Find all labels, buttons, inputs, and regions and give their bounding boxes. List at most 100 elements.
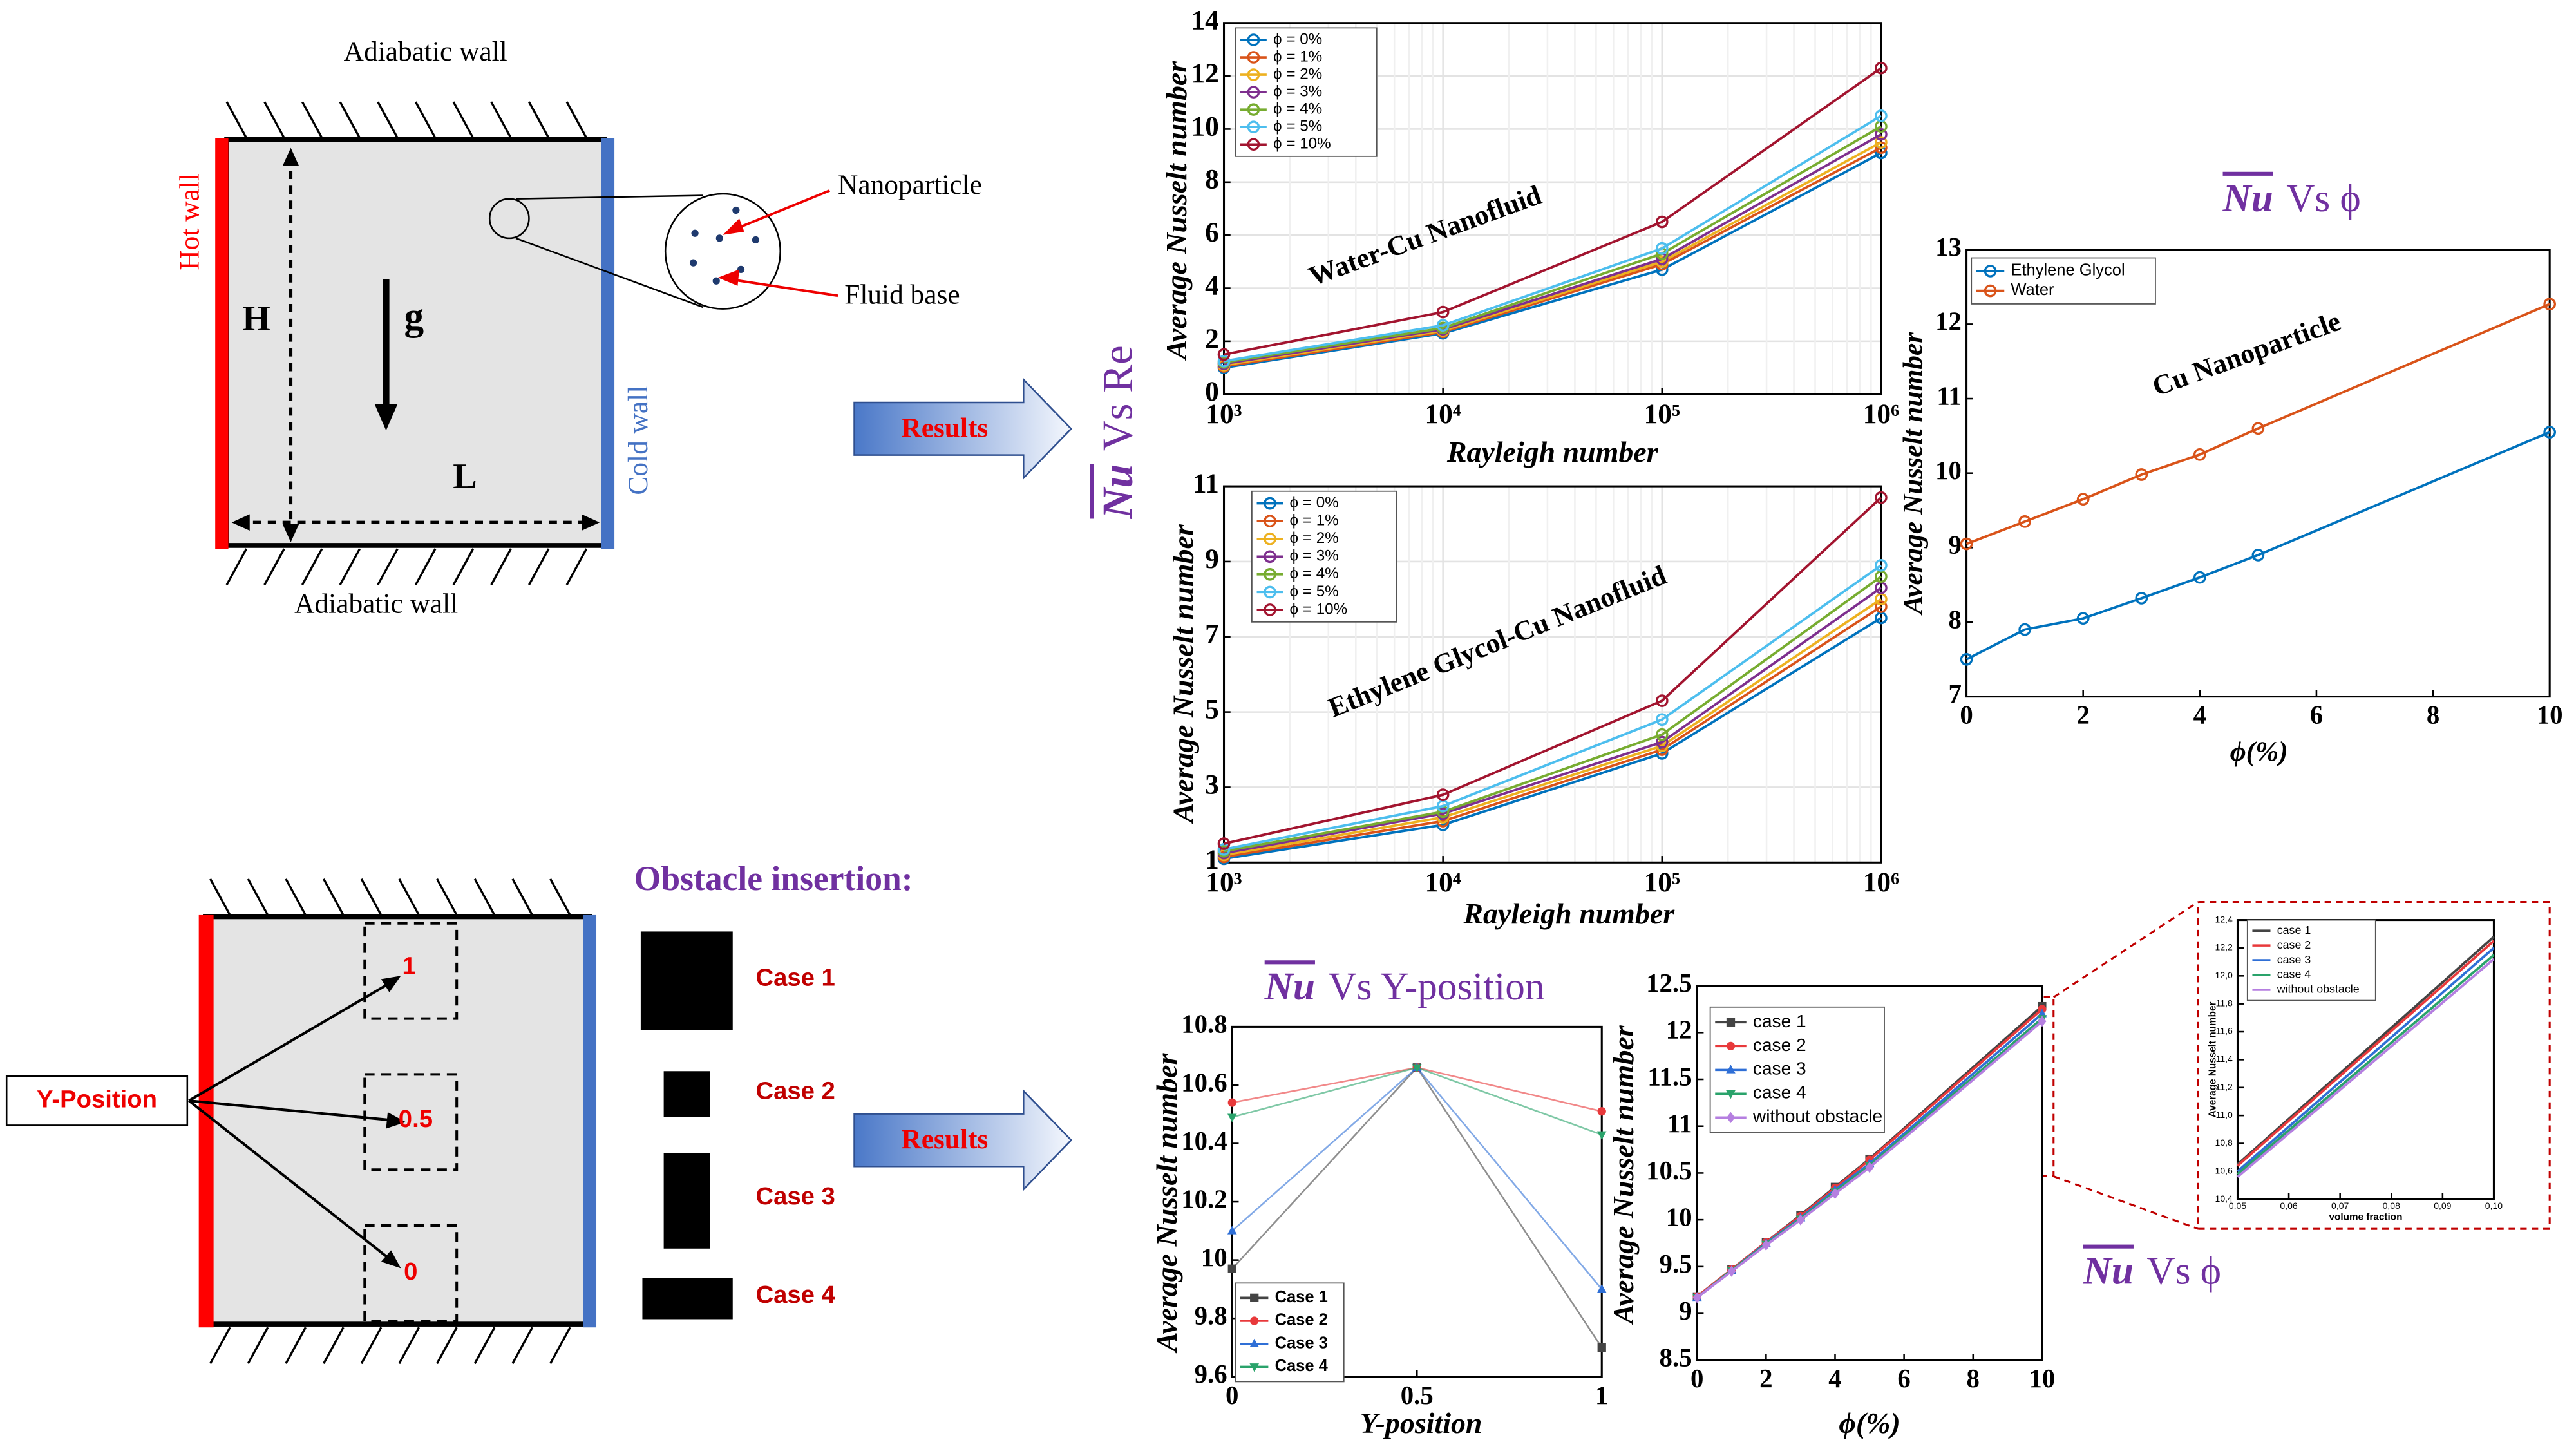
y-tick-label: 0 xyxy=(1205,376,1219,407)
hatch-line xyxy=(285,878,307,916)
marker xyxy=(1264,550,1276,564)
results-arrow xyxy=(853,1088,1073,1192)
hatch-line xyxy=(565,101,588,139)
legend-label: ϕ = 0% xyxy=(1290,494,1339,511)
marker xyxy=(1597,1107,1606,1116)
y-tick-label: 11,8 xyxy=(2216,998,2233,1008)
y-position-label: Y-Position xyxy=(37,1085,157,1113)
plot-frame xyxy=(1696,985,2043,1361)
legend-label: ϕ = 4% xyxy=(1273,100,1322,118)
marker xyxy=(1247,86,1260,99)
x-axis-label: Y-position xyxy=(1360,1406,1482,1439)
marker xyxy=(1247,103,1260,116)
y-tick-label: 10,8 xyxy=(2215,1137,2233,1148)
marker xyxy=(1264,585,1276,599)
y-tick-label: 10.8 xyxy=(1181,1010,1227,1039)
marker xyxy=(1984,265,1997,278)
wall-label: Adiabatic wall xyxy=(294,588,458,619)
hatch-line xyxy=(452,548,475,585)
legend-label: ϕ = 3% xyxy=(1290,547,1339,565)
y-tick-label: 9 xyxy=(1949,531,1962,560)
y-tick-label: 5 xyxy=(1205,694,1219,725)
marker xyxy=(1726,1018,1736,1027)
case-label: Case 2 xyxy=(755,1077,835,1105)
legend-label: ϕ = 1% xyxy=(1290,512,1339,529)
y-tick-label: 9.6 xyxy=(1195,1359,1227,1388)
x-axis-label: ϕ(%) xyxy=(2230,736,2288,767)
marker xyxy=(1250,1316,1259,1325)
chart: 10,4 10,6 10,8 11,0 11,2 11,4 11,6 11,8 12,0 12,2… xyxy=(2207,914,2503,1222)
hatch-line xyxy=(323,1327,345,1365)
y-tick-label: 4 xyxy=(1205,270,1219,301)
series-line xyxy=(1224,125,1882,364)
x-tick-label: 1 xyxy=(1595,1381,1608,1410)
x-tick-label: 0,06 xyxy=(2280,1200,2297,1211)
marker xyxy=(1984,284,1997,298)
hatch-line xyxy=(452,101,475,139)
x-tick-label: 10 xyxy=(2029,1364,2056,1393)
marker xyxy=(1655,242,1669,255)
marker xyxy=(2193,571,2206,584)
series-line xyxy=(1224,564,1882,851)
marker xyxy=(1247,120,1260,133)
y-tick-label: 10 xyxy=(1935,456,1962,485)
marker xyxy=(1655,728,1669,741)
x-tick-label: 10⁶ xyxy=(1863,399,1899,430)
y-tick-label: 11.5 xyxy=(1647,1062,1692,1091)
marker xyxy=(2135,592,2148,605)
marker xyxy=(1596,1131,1607,1140)
y-tick-label: 10 xyxy=(1666,1202,1692,1231)
marker xyxy=(2251,422,2265,435)
marker xyxy=(1436,305,1450,319)
x-tick-label: 10⁵ xyxy=(1644,399,1680,430)
plot-frame xyxy=(1222,485,1882,864)
hatch-line xyxy=(511,878,533,916)
legend-label: Case 4 xyxy=(1275,1357,1329,1375)
title-text: Vs Y-position xyxy=(1328,965,1544,1009)
y-tick-label: 3 xyxy=(1205,769,1219,800)
x-tick-label: 4 xyxy=(2193,701,2206,730)
series-line xyxy=(1224,616,1882,860)
marker xyxy=(2543,298,2557,310)
marker xyxy=(1227,1226,1237,1235)
y-axis-label: Average Nusselt number xyxy=(2207,1002,2218,1118)
x-tick-label: 8 xyxy=(2427,701,2439,730)
marker xyxy=(1247,51,1260,64)
marker xyxy=(1217,348,1231,361)
chart: 0 2 4 6 8 10 12 14 10³ 10⁴ 10⁵ 10⁶ ϕ = 0%ϕ = 1%ϕ = 2… xyxy=(1160,5,1899,468)
series-line xyxy=(1224,575,1882,853)
y-tick-label: 10.5 xyxy=(1646,1156,1692,1185)
x-tick-label: 10 xyxy=(2537,701,2563,730)
series-line xyxy=(1224,497,1882,845)
legend-label: Water xyxy=(2011,281,2054,299)
marker xyxy=(2076,493,2090,506)
marker xyxy=(2543,426,2557,439)
chart-title: Nu Vs ϕ xyxy=(2083,1249,2221,1293)
hatch-line xyxy=(339,101,361,139)
series-line xyxy=(2237,958,2495,1179)
marker xyxy=(1875,136,1888,149)
series-line xyxy=(1224,151,1882,369)
chart-title: Nu Vs Y-position xyxy=(1264,965,1545,1009)
hatch-line xyxy=(209,878,231,916)
series-line xyxy=(1965,303,2550,545)
plot-frame xyxy=(1222,22,1882,395)
cavity-top xyxy=(215,137,838,549)
y-tick-label: 10,4 xyxy=(2215,1193,2233,1204)
obstacle-title: Obstacle insertion: xyxy=(634,859,913,898)
hatch-line xyxy=(473,1327,496,1365)
y-tick-label: 10,6 xyxy=(2215,1166,2233,1176)
y-axis-label: Average Nusselt number xyxy=(1150,1053,1183,1354)
x-tick-label: 0,07 xyxy=(2331,1200,2349,1211)
hatch-line xyxy=(414,101,437,139)
chart-title: Nu Vs ϕ xyxy=(2222,176,2361,220)
cavity-bottom xyxy=(5,914,733,1328)
y-tick-label: 2 xyxy=(1205,323,1219,354)
position-label: 0 xyxy=(404,1258,417,1285)
marker xyxy=(1655,735,1669,749)
y-tick-label: 10.2 xyxy=(1181,1184,1227,1213)
gravity-label: g xyxy=(404,294,424,338)
hatch-line xyxy=(360,878,383,916)
y-tick-label: 10.4 xyxy=(1181,1126,1227,1155)
x-tick-label: 0 xyxy=(1690,1364,1703,1393)
